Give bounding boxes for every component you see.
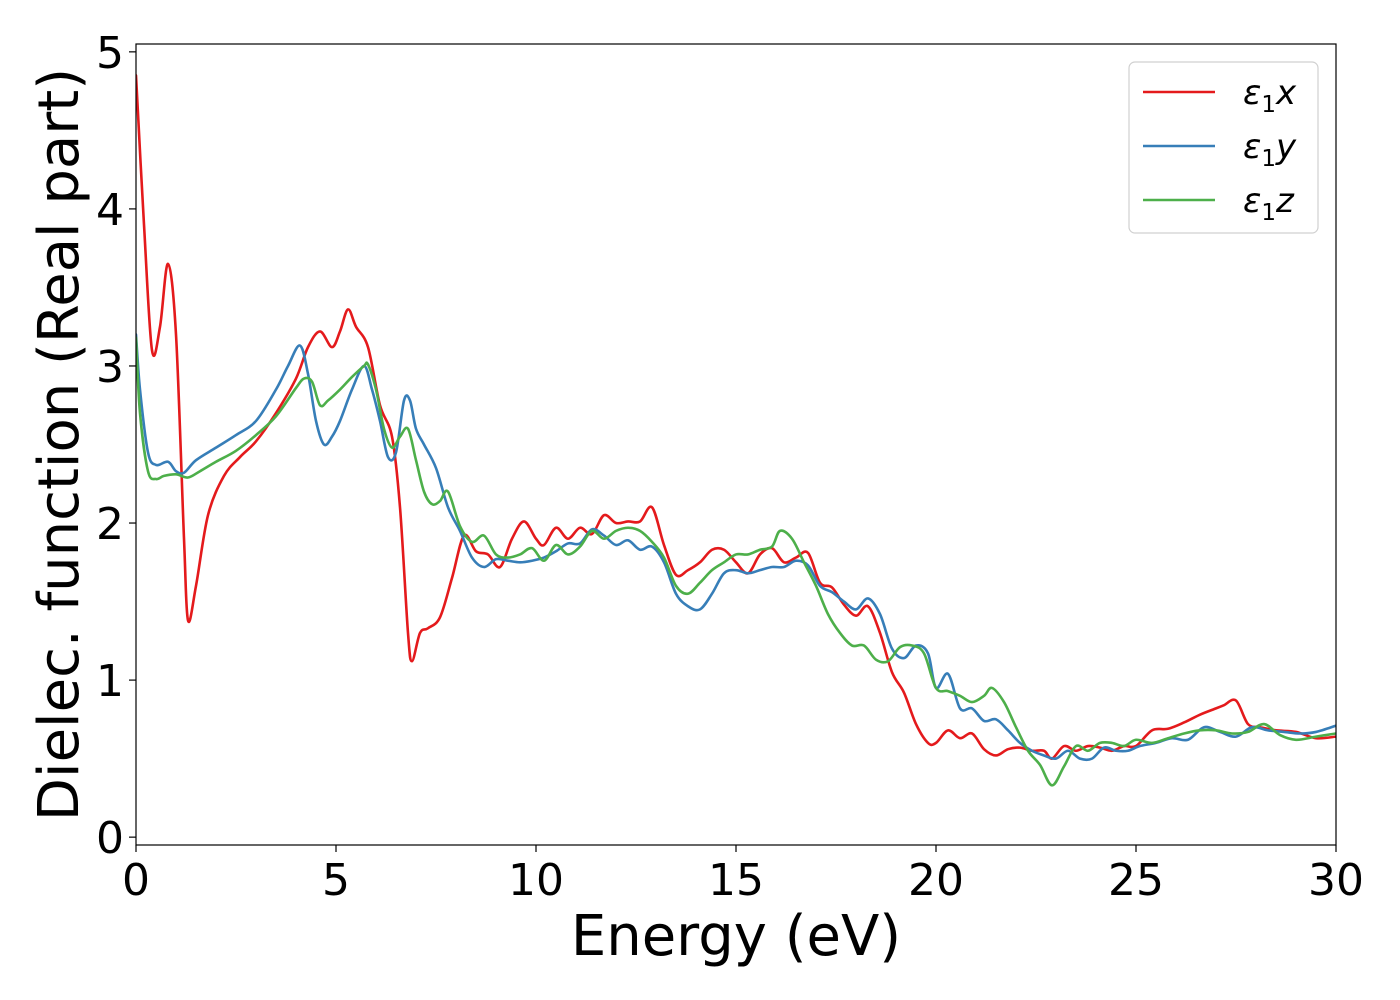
x-tick-label: 15 [708,855,764,906]
series-line-z [136,336,1336,787]
series-line-x [136,74,1336,760]
x-tick-label: 25 [1108,855,1164,906]
series-layer [136,74,1336,787]
y-tick-label: 0 [96,813,124,864]
x-tick-label: 10 [508,855,564,906]
y-tick-label: 1 [96,656,124,707]
x-tick-label: 20 [908,855,964,906]
y-tick-label: 4 [96,185,124,236]
legend-label-x: ε1x [1243,73,1297,118]
x-axis-ticks: 0 5 10 15 20 25 30 [122,845,1364,906]
x-tick-label: 30 [1308,855,1364,906]
y-tick-label: 2 [96,499,124,550]
legend-box [1128,61,1319,234]
series-line-y [136,333,1336,762]
y-axis-ticks: 0 1 2 3 4 5 [96,28,136,864]
legend-label-y: ε1y [1243,127,1297,172]
legend: ε1x ε1y ε1z [1128,61,1319,234]
y-axis-title: Dielec. function (Real part) [27,68,92,821]
y-tick-label: 3 [96,342,124,393]
legend-label-z: ε1z [1243,181,1295,226]
x-tick-label: 5 [322,855,350,906]
x-axis-title: Energy (eV) [571,904,901,969]
y-tick-label: 5 [96,28,124,79]
x-tick-label: 0 [122,855,150,906]
